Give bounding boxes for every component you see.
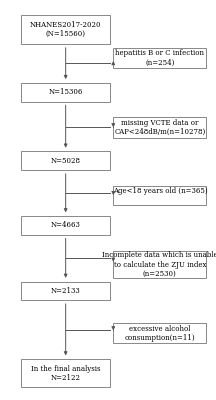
FancyBboxPatch shape — [21, 216, 110, 235]
FancyBboxPatch shape — [21, 359, 110, 387]
FancyBboxPatch shape — [113, 48, 206, 68]
Text: missing VCTE data or
CAP<248dB/m(n=10278): missing VCTE data or CAP<248dB/m(n=10278… — [114, 119, 205, 136]
Text: N=4663: N=4663 — [51, 222, 81, 230]
Text: Incomplete data which is unable
to calculate the ZJU index
(n=2530): Incomplete data which is unable to calcu… — [102, 252, 216, 278]
FancyBboxPatch shape — [113, 251, 206, 278]
FancyBboxPatch shape — [113, 323, 206, 344]
FancyBboxPatch shape — [21, 282, 110, 300]
Text: Age<18 years old (n=365): Age<18 years old (n=365) — [113, 187, 207, 204]
Text: excessive alcohol
consumption(n=11): excessive alcohol consumption(n=11) — [125, 325, 195, 342]
FancyBboxPatch shape — [21, 15, 110, 44]
Text: N=5028: N=5028 — [51, 157, 81, 165]
Text: In the final analysis
N=2122: In the final analysis N=2122 — [31, 365, 100, 382]
Text: N=2133: N=2133 — [51, 287, 81, 295]
Text: NHANES2017-2020
(N=15560): NHANES2017-2020 (N=15560) — [30, 21, 102, 38]
FancyBboxPatch shape — [113, 186, 206, 205]
FancyBboxPatch shape — [113, 117, 206, 138]
FancyBboxPatch shape — [21, 151, 110, 170]
FancyBboxPatch shape — [21, 83, 110, 102]
Text: N=15306: N=15306 — [48, 88, 83, 96]
Text: hepatitis B or C infection
(n=254): hepatitis B or C infection (n=254) — [115, 50, 204, 67]
